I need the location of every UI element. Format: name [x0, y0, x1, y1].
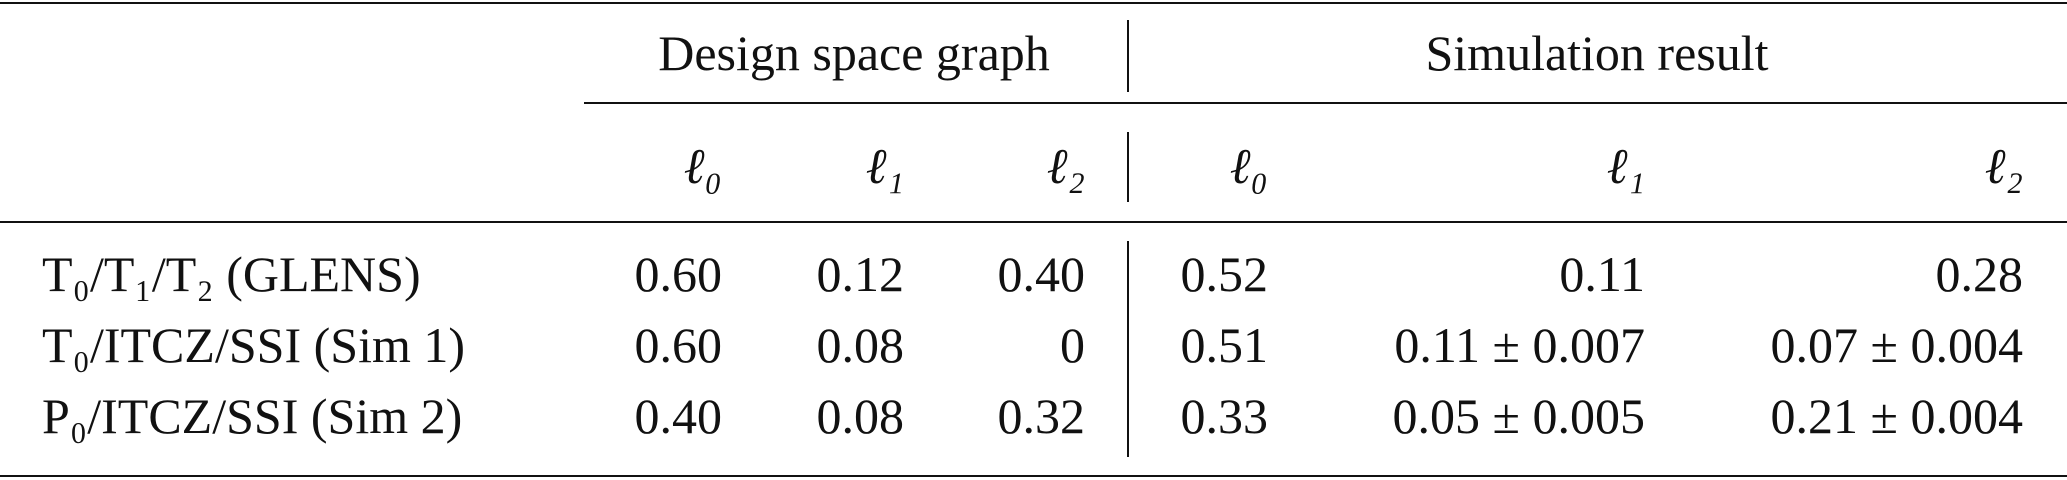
cell: 0.08 — [816, 317, 905, 373]
cell: 0.40 — [634, 388, 723, 444]
cell: 0.12 — [816, 246, 905, 302]
column-header: ℓ₀ — [1229, 138, 1268, 194]
bottom-rule — [0, 475, 2067, 477]
cell: 0.52 — [1180, 246, 1269, 302]
column-header: ℓ₂ — [1984, 138, 2023, 194]
cell: 0.05 ± 0.005 — [1392, 388, 1645, 444]
cell: 0.40 — [997, 246, 1086, 302]
row-label: T₀/ITCZ/SSI (Sim 1) — [42, 317, 465, 373]
cell: 0 — [1060, 317, 1085, 373]
cell: 0.11 ± 0.007 — [1394, 317, 1645, 373]
group-rule — [584, 102, 2067, 104]
cell: 0.60 — [634, 246, 723, 302]
column-header: ℓ₁ — [865, 138, 904, 194]
cell: 0.08 — [816, 388, 905, 444]
header-rule — [0, 221, 2067, 223]
column-header: ℓ₀ — [683, 138, 722, 194]
cell: 0.21 ± 0.004 — [1770, 388, 2023, 444]
column-divider — [1127, 20, 1129, 92]
cell: 0.11 — [1559, 246, 1645, 302]
cell: 0.51 — [1180, 317, 1269, 373]
cell: 0.07 ± 0.004 — [1770, 317, 2023, 373]
top-rule — [0, 2, 2067, 4]
cell: 0.28 — [1935, 246, 2024, 302]
row-label: T₀/T₁/T₂ (GLENS) — [42, 246, 421, 302]
column-divider — [1127, 132, 1129, 202]
group-header: Design space graph — [658, 25, 1050, 81]
column-header: ℓ₂ — [1046, 138, 1085, 194]
group-header: Simulation result — [1425, 25, 1769, 81]
cell: 0.32 — [997, 388, 1086, 444]
cell: 0.33 — [1180, 388, 1269, 444]
cell: 0.60 — [634, 317, 723, 373]
column-header: ℓ₁ — [1606, 138, 1645, 194]
row-label: P₀/ITCZ/SSI (Sim 2) — [42, 388, 463, 444]
column-divider — [1127, 241, 1129, 457]
